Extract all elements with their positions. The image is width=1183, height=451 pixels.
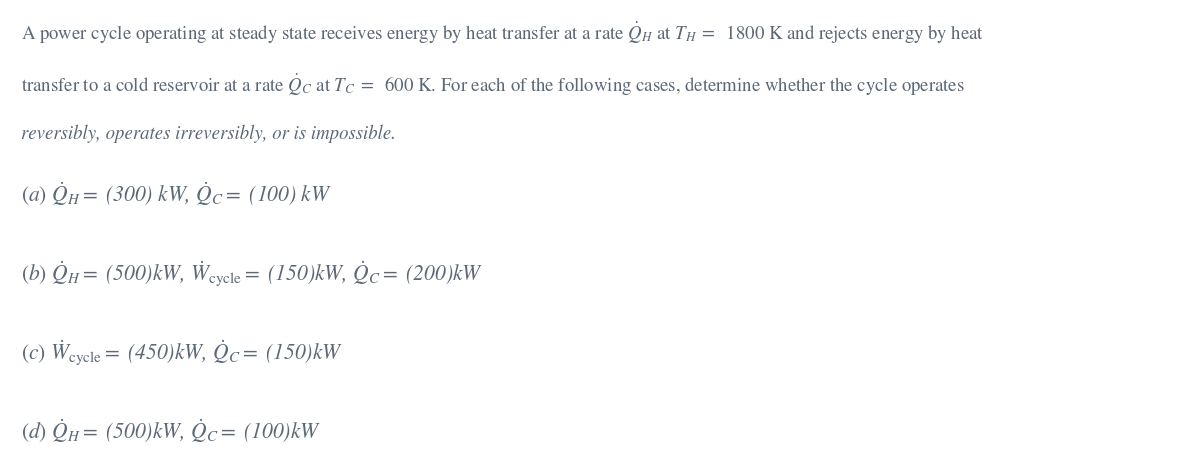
Text: $(a)$ $\dot{Q}_H = $ (300) kW, $\dot{Q}_C = $ (100) kW: $(a)$ $\dot{Q}_H = $ (300) kW, $\dot{Q}_… <box>21 180 332 207</box>
Text: transfer to a cold reservoir at a rate $\dot{Q}_C$ at $T_C\;=\;$ 600 K. For each: transfer to a cold reservoir at a rate $… <box>21 72 965 97</box>
Text: reversibly, operates irreversibly, or is impossible.: reversibly, operates irreversibly, or is… <box>21 124 396 143</box>
Text: A power cycle operating at steady state receives energy by heat transfer at a ra: A power cycle operating at steady state … <box>21 20 984 46</box>
Text: $(c)$ $\dot{W}_{\mathrm{cycle}} = $ (450)kW, $\dot{Q}_C = $ (150)kW: $(c)$ $\dot{W}_{\mathrm{cycle}} = $ (450… <box>21 338 343 368</box>
Text: $(b)$ $\dot{Q}_H = $ (500)kW, $\dot{W}_{\mathrm{cycle}} = $ (150)kW, $\dot{Q}_C : $(b)$ $\dot{Q}_H = $ (500)kW, $\dot{W}_{… <box>21 259 484 289</box>
Text: $(d)$ $\dot{Q}_H = $ (500)kW, $\dot{Q}_C = $ (100)kW: $(d)$ $\dot{Q}_H = $ (500)kW, $\dot{Q}_C… <box>21 417 322 444</box>
